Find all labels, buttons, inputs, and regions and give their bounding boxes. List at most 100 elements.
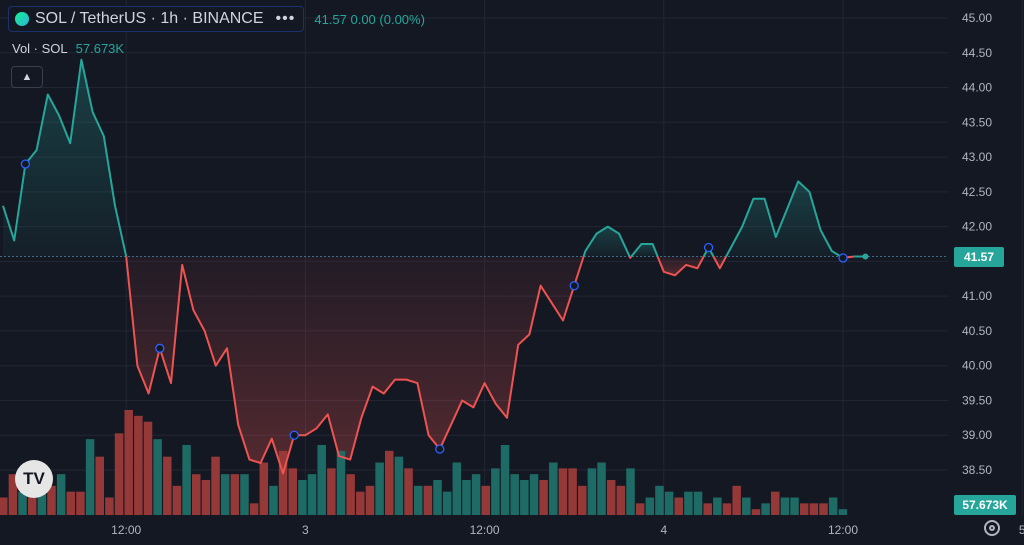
volume-bar: [134, 415, 143, 515]
point-marker: [289, 430, 299, 440]
more-options-icon[interactable]: •••: [275, 10, 296, 27]
volume-bar: [8, 474, 18, 515]
volume-bar: [365, 485, 375, 515]
volume-bar: [336, 450, 346, 515]
y-axis[interactable]: 45.0044.5044.0043.5043.0042.5042.0041.50…: [962, 11, 992, 477]
x-tick-label: 4: [660, 523, 667, 537]
y-tick-label: 44.00: [962, 81, 992, 95]
volume-bar: [172, 485, 182, 515]
line-segment-up: [582, 225, 631, 257]
volume-bar: [230, 474, 240, 515]
y-tick-label: 43.00: [962, 150, 992, 164]
y-tick-label: 39.50: [962, 393, 992, 407]
line-segment-down: [712, 256, 727, 270]
volume-bar: [163, 456, 172, 515]
y-tick-label: 45.00: [962, 11, 992, 25]
volume-bars: [0, 410, 848, 515]
volume-bar: [462, 480, 471, 515]
last-point-marker: [862, 253, 869, 260]
area-below-baseline: [657, 256, 704, 276]
volume-bar: [423, 485, 433, 515]
volume-bar: [307, 474, 317, 515]
point-marker: [703, 242, 714, 253]
volume-bar: [76, 491, 85, 515]
y-tick-label: 42.50: [962, 185, 992, 199]
volume-bar: [529, 474, 539, 515]
point-marker: [155, 343, 165, 353]
volume-bar: [288, 468, 297, 515]
line-segment-up: [725, 180, 842, 258]
y-tick-label: 40.50: [962, 324, 992, 338]
volume-bar: [105, 497, 114, 515]
volume-bar: [18, 491, 27, 515]
volume-bar: [809, 503, 819, 515]
volume-bar: [549, 462, 558, 515]
y-tick-label: 41.00: [962, 289, 992, 303]
volume-bar: [838, 509, 848, 515]
volume-bar: [471, 474, 481, 515]
y-tick-label: 43.50: [962, 115, 992, 129]
x-tick-label: 12:00: [470, 523, 500, 537]
volume-bar: [211, 456, 220, 515]
y-tick-label: 42.00: [962, 220, 992, 234]
volume-bar: [558, 468, 568, 515]
volume-bar: [298, 480, 307, 515]
volume-bar: [114, 433, 124, 515]
volume-bar: [394, 456, 404, 515]
volume-bar: [433, 480, 442, 515]
volume-bar: [713, 497, 722, 515]
volume-bar: [356, 491, 365, 515]
volume-bar: [587, 468, 597, 515]
symbol-title[interactable]: SOL / TetherUS · 1h · BINANCE: [35, 10, 264, 27]
volume-bar: [780, 497, 790, 515]
point-marker: [838, 253, 848, 263]
volume-bar: [819, 503, 828, 515]
volume-bar: [510, 474, 519, 515]
volume-bar: [578, 485, 587, 515]
line-segment-up: [630, 243, 659, 258]
volume-bar: [568, 468, 577, 515]
volume-bar: [95, 456, 104, 515]
volume-bar: [346, 474, 355, 515]
y-tick-label: 40.00: [962, 359, 992, 373]
solana-logo-icon: [15, 12, 29, 26]
line-segment-down: [628, 255, 633, 259]
area-below-baseline: [713, 256, 727, 269]
price-quote: 41.57 0.00 (0.00%): [314, 11, 425, 27]
line-segment-down: [125, 256, 585, 475]
area-above-baseline: [631, 244, 658, 257]
volume-bar: [249, 503, 259, 515]
volume-bar: [616, 485, 626, 515]
volume-bar: [684, 491, 693, 515]
y-tick-label: 44.50: [962, 46, 992, 60]
area-above-baseline: [3, 59, 127, 257]
gear-icon[interactable]: [984, 520, 1000, 536]
volume-bar: [413, 485, 423, 515]
area-below-baseline: [126, 256, 584, 474]
volume-bar: [606, 480, 616, 515]
symbol-selector[interactable]: SOL / TetherUS · 1h · BINANCE •••: [8, 6, 305, 32]
volume-bar: [385, 450, 394, 515]
volume-bar: [635, 503, 645, 515]
point-marker: [20, 159, 31, 169]
volume-bar: [520, 480, 529, 515]
volume-label: Vol · SOL: [12, 41, 68, 56]
volume-bar: [722, 503, 732, 515]
volume-legend: Vol · SOL 57.673K: [12, 41, 124, 56]
volume-bar: [771, 491, 780, 515]
collapse-legend-button[interactable]: ▲: [11, 66, 43, 88]
volume-bar: [269, 485, 278, 515]
volume-bar: [539, 480, 548, 515]
x-tick-label: 12:00: [111, 523, 141, 537]
volume-bar: [674, 497, 683, 515]
volume-bar: [317, 445, 326, 515]
last-price-badge: 41.57: [954, 247, 1004, 267]
volume-bar: [693, 491, 703, 515]
volume-bar: [192, 474, 201, 515]
volume-bar: [645, 497, 655, 515]
volume-bar: [799, 503, 809, 515]
point-marker: [435, 444, 445, 454]
tradingview-logo-icon[interactable]: TV: [15, 460, 53, 498]
